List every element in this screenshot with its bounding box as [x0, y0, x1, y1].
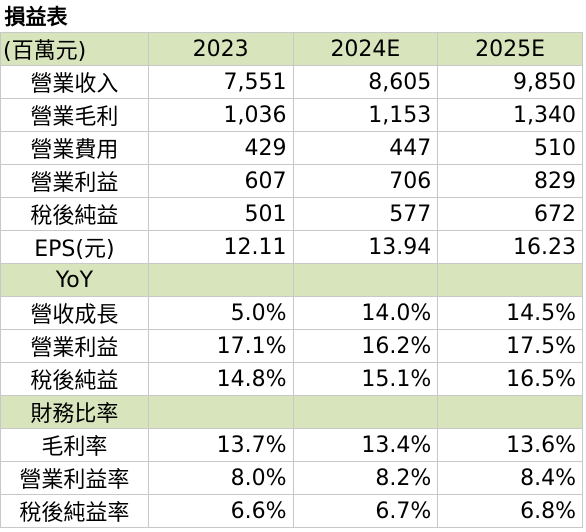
- cell-value: 1,340: [437, 98, 583, 133]
- cell-value: 14.5%: [437, 296, 583, 331]
- cell-value: 8.2%: [292, 461, 439, 496]
- cell-value: 17.5%: [437, 329, 583, 364]
- cell-value: 6.6%: [147, 494, 294, 529]
- cell-value: 1,036: [147, 98, 294, 133]
- cell-value: 510: [437, 131, 583, 166]
- table-row: 稅後純益率 6.6% 6.7% 6.8%: [0, 494, 583, 529]
- cell-value: 429: [147, 131, 294, 166]
- table-row: 營業毛利 1,036 1,153 1,340: [0, 98, 583, 133]
- cell-value: 13.4%: [292, 428, 439, 463]
- table-row: 營業利益率 8.0% 8.2% 8.4%: [0, 461, 583, 496]
- row-label: 稅後純益: [0, 197, 149, 232]
- section-header-yoy: YoY: [0, 263, 583, 298]
- table-row: 營業收入 7,551 8,605 9,850: [0, 65, 583, 100]
- table-row: 稅後純益 14.8% 15.1% 16.5%: [0, 362, 583, 397]
- table-row: 稅後純益 501 577 672: [0, 197, 583, 232]
- cell-value: 13.94: [292, 230, 439, 265]
- title-row: 損益表: [0, 0, 583, 33]
- cell-value: 7,551: [147, 65, 294, 100]
- cell-value: 706: [292, 164, 439, 199]
- year-header: 2025E: [437, 32, 583, 67]
- row-label: 營業毛利: [0, 98, 149, 133]
- section-label: 財務比率: [0, 395, 149, 430]
- row-label: 營業費用: [0, 131, 149, 166]
- cell-value: 8,605: [292, 65, 439, 100]
- table-row: 營業利益 607 706 829: [0, 164, 583, 199]
- header-row: (百萬元) 2023 2024E 2025E: [0, 32, 583, 67]
- row-label: 營業利益: [0, 329, 149, 364]
- cell-value: 12.11: [147, 230, 294, 265]
- cell-value: 6.7%: [292, 494, 439, 529]
- cell-value: 577: [292, 197, 439, 232]
- cell-value: 6.8%: [437, 494, 583, 529]
- unit-label: (百萬元): [0, 32, 149, 67]
- year-header: 2024E: [292, 32, 439, 67]
- cell-value: 14.0%: [292, 296, 439, 331]
- section-label: YoY: [0, 263, 149, 298]
- cell-value: 17.1%: [147, 329, 294, 364]
- cell-value: 15.1%: [292, 362, 439, 397]
- cell-value: 5.0%: [147, 296, 294, 331]
- section-header-ratios: 財務比率: [0, 395, 583, 430]
- table-row: 毛利率 13.7% 13.4% 13.6%: [0, 428, 583, 463]
- cell-value: 672: [437, 197, 583, 232]
- cell-value: 447: [292, 131, 439, 166]
- table-row: 營業費用 429 447 510: [0, 131, 583, 166]
- cell-value: 607: [147, 164, 294, 199]
- row-label: 營收成長: [0, 296, 149, 331]
- table-title: 損益表: [0, 0, 583, 33]
- row-label: 稅後純益率: [0, 494, 149, 529]
- table-row: 營業利益 17.1% 16.2% 17.5%: [0, 329, 583, 364]
- cell-value: 16.2%: [292, 329, 439, 364]
- cell-value: 8.0%: [147, 461, 294, 496]
- row-label: 營業利益率: [0, 461, 149, 496]
- table-row: EPS(元) 12.11 13.94 16.23: [0, 230, 583, 265]
- cell-value: 16.23: [437, 230, 583, 265]
- cell-value: 501: [147, 197, 294, 232]
- cell-value: 829: [437, 164, 583, 199]
- cell-value: 13.6%: [437, 428, 583, 463]
- row-label: 營業利益: [0, 164, 149, 199]
- cell-value: 9,850: [437, 65, 583, 100]
- cell-value: 13.7%: [147, 428, 294, 463]
- cell-value: 16.5%: [437, 362, 583, 397]
- table-row: 營收成長 5.0% 14.0% 14.5%: [0, 296, 583, 331]
- row-label: 毛利率: [0, 428, 149, 463]
- cell-value: 14.8%: [147, 362, 294, 397]
- cell-value: 8.4%: [437, 461, 583, 496]
- year-header: 2023: [147, 32, 294, 67]
- cell-value: 1,153: [292, 98, 439, 133]
- row-label: 稅後純益: [0, 362, 149, 397]
- row-label: 營業收入: [0, 65, 149, 100]
- row-label: EPS(元): [0, 230, 149, 265]
